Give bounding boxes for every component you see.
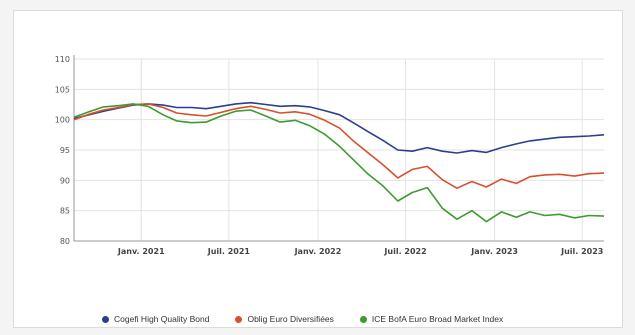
x-tick-label: Juil. 2023 — [560, 247, 603, 256]
x-tick-label: Janv. 2023 — [470, 247, 518, 256]
y-tick-label: 90 — [60, 176, 70, 185]
x-tick-label: Juil. 2021 — [207, 247, 251, 256]
y-tick-label: 105 — [55, 85, 70, 94]
y-tick-label: 85 — [60, 207, 70, 216]
legend-marker-icon — [359, 315, 367, 323]
legend-label: Oblig Euro Diversifiées — [247, 314, 334, 324]
series-line-2 — [73, 103, 605, 223]
legend-item-cogefi[interactable]: Cogefi High Quality Bond — [102, 314, 209, 324]
series-line-0 — [73, 101, 605, 154]
legend-item-ice[interactable]: ICE BofA Euro Broad Market Index — [359, 314, 504, 324]
chart-card: 110 105 100 95 90 85 80 Janv. 2021 Juil. 2021 Jan… — [13, 10, 623, 328]
line-chart: 110 105 100 95 90 85 80 Janv. 2021 Juil. 2021 Jan… — [55, 55, 605, 256]
series-line-1 — [73, 103, 605, 189]
x-tick-label: Juil. 2022 — [383, 247, 426, 256]
legend-marker-icon — [235, 315, 243, 323]
legend-item-oblig[interactable]: Oblig Euro Diversifiées — [235, 314, 334, 324]
y-tick-label: 100 — [55, 116, 70, 125]
legend-marker-icon — [102, 315, 109, 323]
legend-label: Cogefi High Quality Bond — [114, 314, 210, 324]
chart-legend: Cogefi High Quality Bond Oblig Euro Dive… — [102, 314, 503, 324]
y-tick-label: 95 — [60, 146, 70, 155]
x-tick-label: Janv. 2021 — [117, 247, 165, 256]
x-tick-label: Janv. 2022 — [294, 247, 342, 256]
y-tick-label: 110 — [55, 55, 70, 64]
y-tick-label: 80 — [60, 237, 70, 246]
legend-label: ICE BofA Euro Broad Market Index — [371, 314, 504, 324]
